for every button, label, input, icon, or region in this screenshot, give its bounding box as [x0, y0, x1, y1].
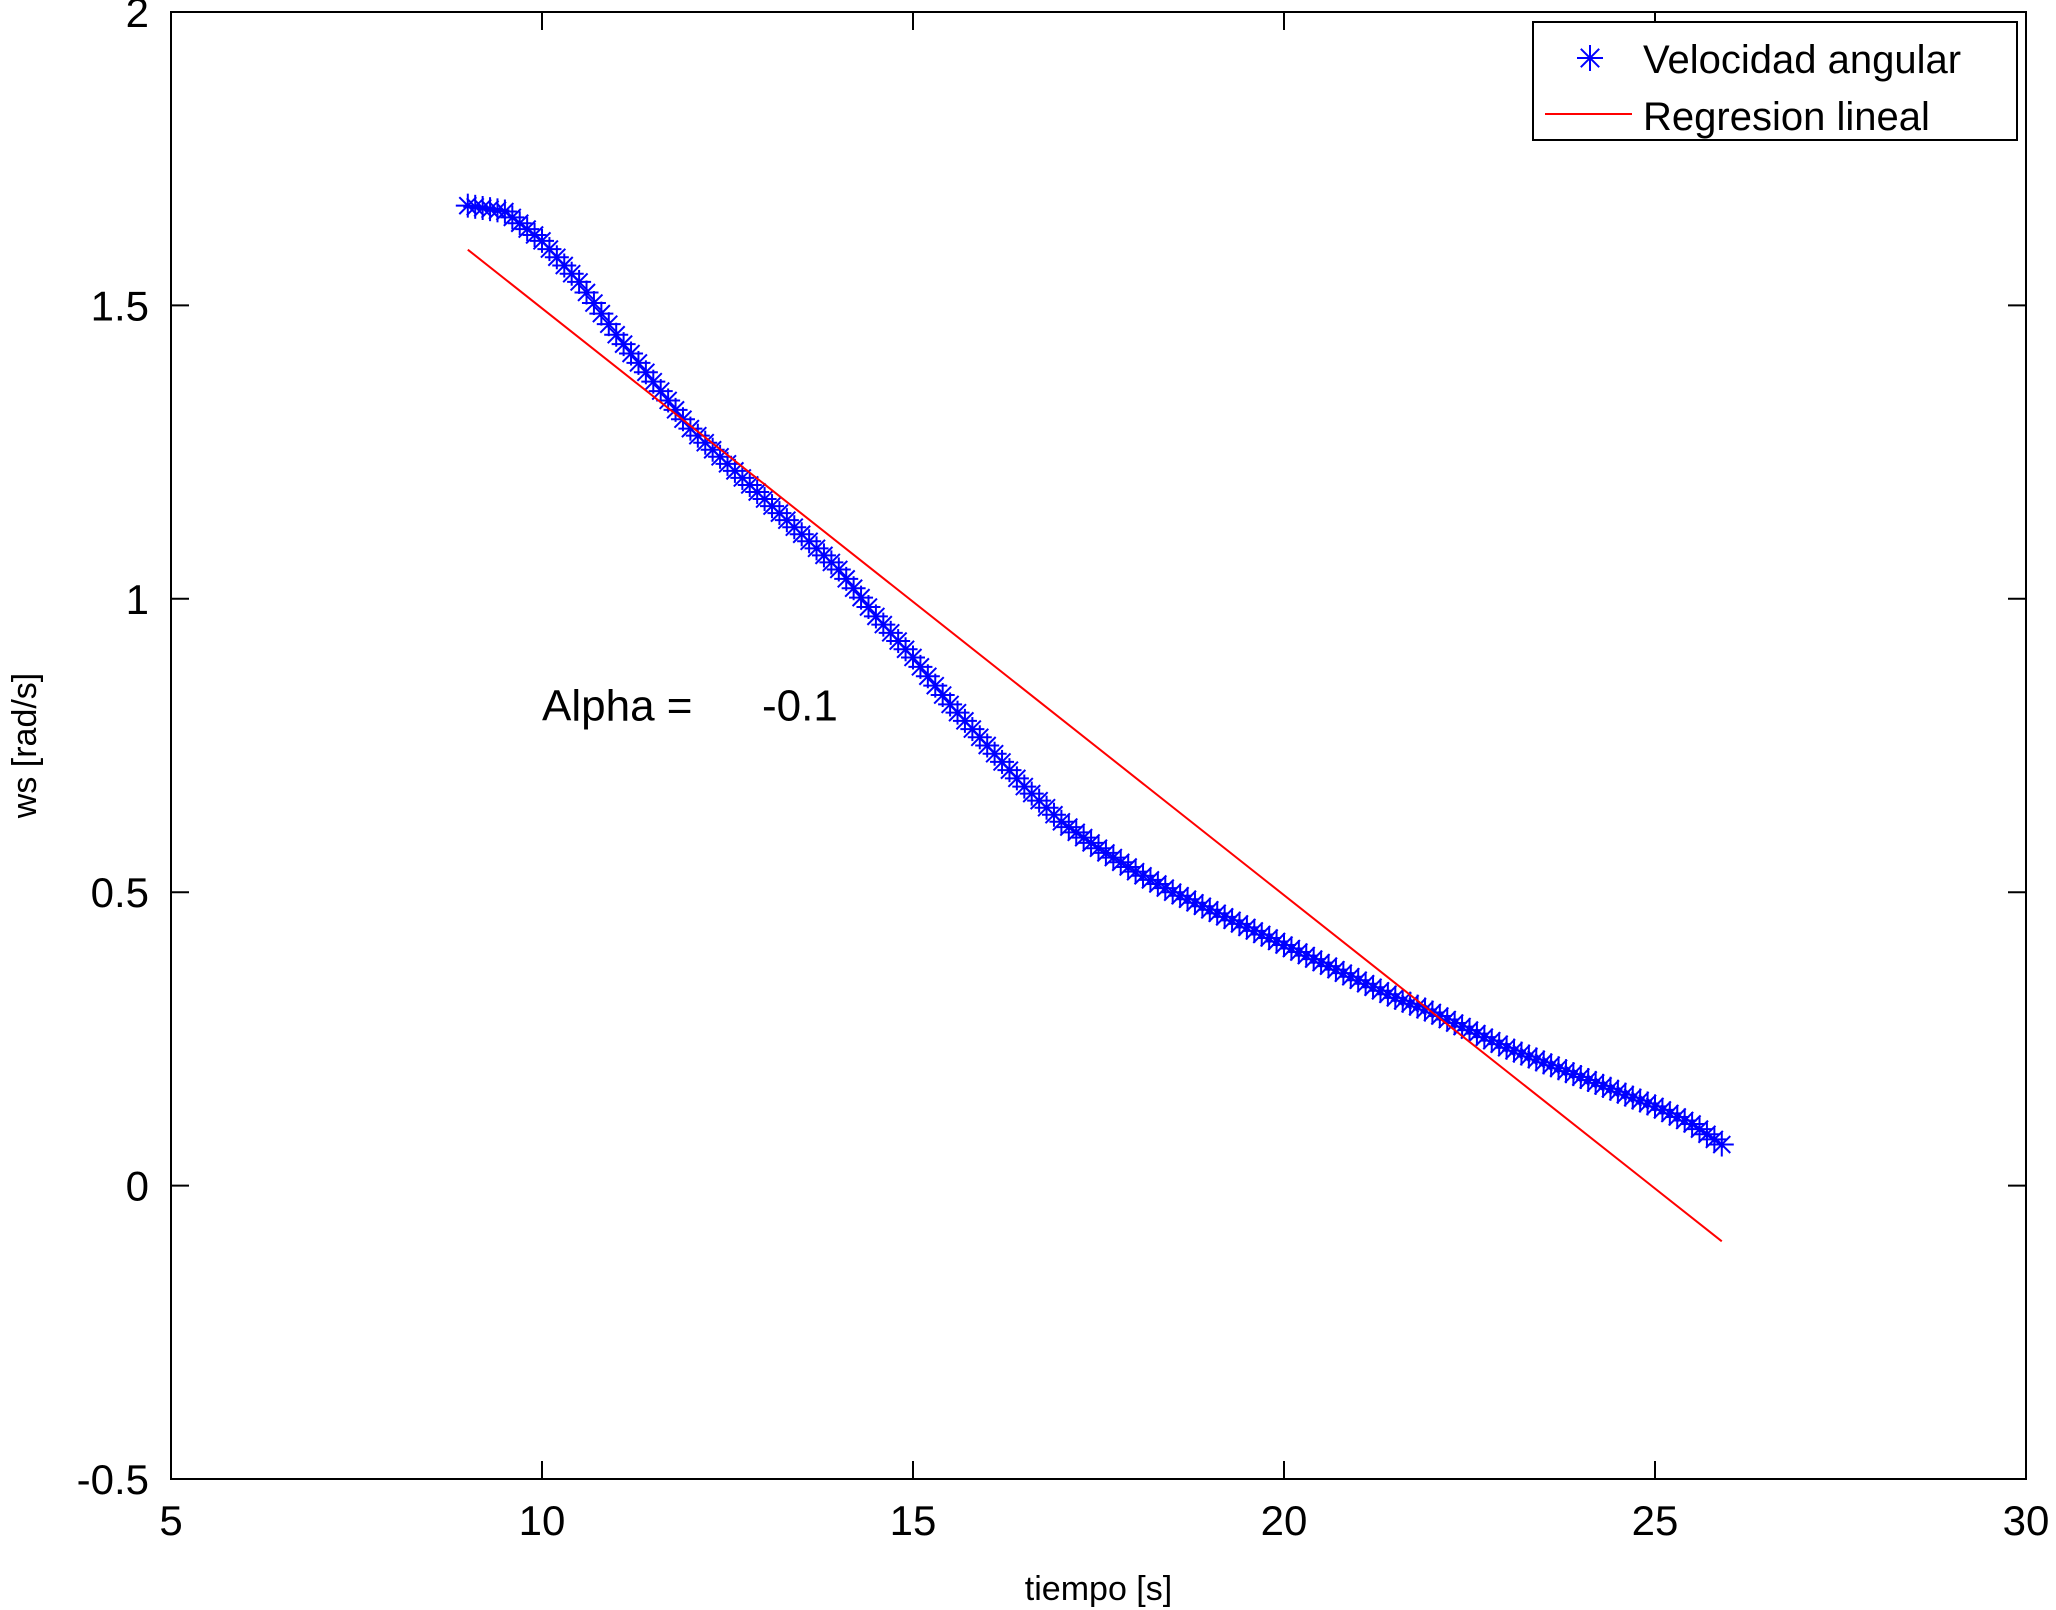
data-point — [589, 301, 614, 326]
legend-label-regresion-lineal: Regresion lineal — [1643, 95, 1930, 139]
data-point — [574, 280, 599, 305]
data-point — [923, 673, 948, 698]
y-tick-label: -0.5 — [77, 1456, 149, 1503]
data-point — [1361, 975, 1386, 1000]
x-tick-label: 10 — [519, 1497, 566, 1544]
data-point — [1182, 890, 1207, 915]
data-point — [567, 269, 592, 294]
y-tick-label: 1 — [126, 576, 149, 623]
legend-label-velocidad-angular: Velocidad angular — [1643, 38, 1961, 82]
y-tick-label: 0 — [126, 1163, 149, 1210]
data-point — [641, 369, 666, 394]
legend-box — [1532, 21, 2018, 141]
series-regresion-lineal — [467, 248, 1723, 1243]
x-tick-label: 15 — [890, 1497, 937, 1544]
data-point — [1709, 1132, 1734, 1157]
legend: Velocidad angular Regresion lineal — [1532, 21, 2018, 141]
series-velocidad-angular — [455, 193, 1734, 1157]
legend-marker-velocidad-angular — [1577, 45, 1603, 71]
data-point — [849, 585, 874, 610]
y-tick-label: 1.5 — [91, 282, 149, 329]
x-tick-label: 25 — [1632, 1497, 1679, 1544]
y-axis: -0.5 0 0.5 1 1.5 2 — [77, 0, 2026, 1503]
x-axis: 5 10 15 20 25 30 — [159, 12, 2049, 1544]
y-tick-label: 0.5 — [91, 869, 149, 916]
legend-marker-glyph — [1577, 45, 1603, 71]
x-tick-label: 30 — [2003, 1497, 2050, 1544]
annotation-alpha-value: -0.1 — [762, 681, 838, 730]
y-tick-label: 2 — [126, 0, 149, 36]
y-axis-label: ws [rad/s] — [6, 673, 44, 819]
x-tick-label: 20 — [1261, 1497, 1308, 1544]
x-tick-label: 5 — [159, 1497, 182, 1544]
axes-box — [170, 11, 2027, 1480]
x-axis-label: tiempo [s] — [1025, 1570, 1172, 1608]
annotation-alpha-label: Alpha = — [542, 681, 692, 730]
plot-frame — [170, 11, 2027, 1480]
